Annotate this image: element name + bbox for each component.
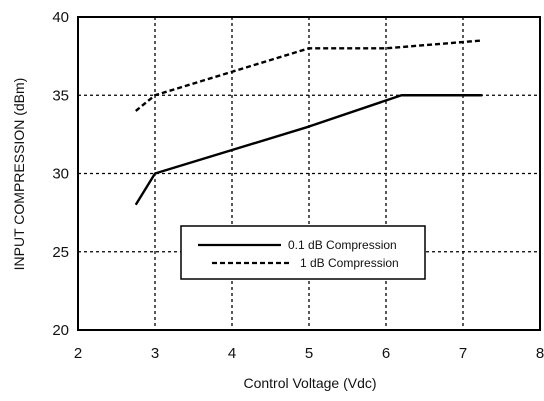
x-tick-label-2: 2 xyxy=(74,345,82,362)
y-tick-label-20: 20 xyxy=(52,322,69,339)
plot-frame xyxy=(77,16,541,331)
y-axis-title: INPUT COMPRESSION (dBm) xyxy=(11,78,27,271)
tick-labels: 2 3 4 5 6 7 8 20 25 30 35 40 xyxy=(52,9,544,362)
grid-layer xyxy=(78,17,540,330)
y-tick-label-25: 25 xyxy=(52,244,69,261)
y-tick-label-40: 40 xyxy=(52,9,69,26)
x-axis-title: Control Voltage (Vdc) xyxy=(243,375,376,391)
series-line-1 xyxy=(134,39,483,112)
legend-label-1db: 1 dB Compression xyxy=(300,256,399,270)
x-tick-label-4: 4 xyxy=(228,345,236,362)
legend-box xyxy=(180,225,426,280)
x-tick-label-5: 5 xyxy=(305,345,313,362)
y-tick-label-30: 30 xyxy=(52,166,69,183)
legend-label-0.1db: 0.1 dB Compression xyxy=(288,238,397,252)
legend: 0.1 dB Compression 1 dB Compression xyxy=(180,225,426,280)
series-layer xyxy=(134,39,483,206)
series-line-0 xyxy=(134,94,483,206)
x-tick-label-7: 7 xyxy=(459,345,467,362)
x-tick-label-3: 3 xyxy=(151,345,159,362)
x-tick-label-6: 6 xyxy=(382,345,390,362)
x-tick-label-8: 8 xyxy=(536,345,544,362)
y-tick-label-35: 35 xyxy=(52,87,69,104)
